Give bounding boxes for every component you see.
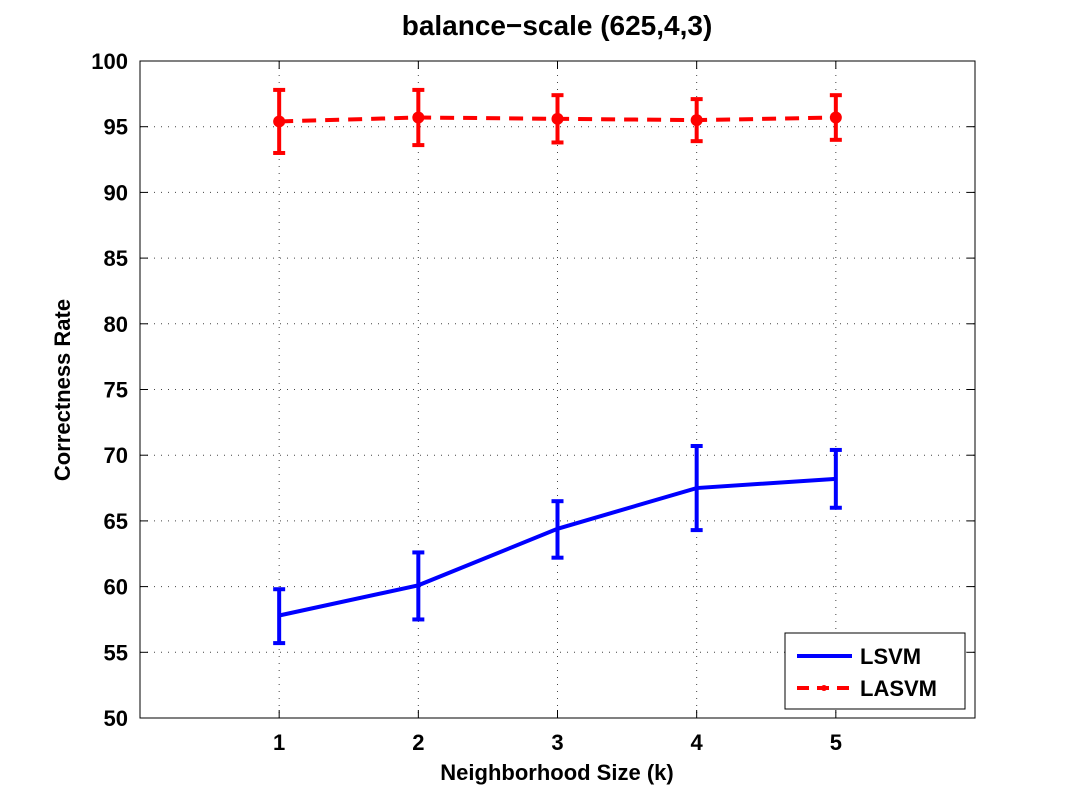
y-axis-label: Correctness Rate: [50, 299, 75, 481]
grid-lines: [140, 61, 975, 718]
x-tick-label: 3: [551, 730, 563, 755]
x-tick-label: 4: [691, 730, 704, 755]
data-point-lasvm: [273, 115, 286, 128]
y-tick-label: 60: [104, 575, 128, 600]
y-tick-label: 75: [104, 378, 128, 403]
y-tick-label: 80: [104, 312, 128, 337]
y-tick-label: 85: [104, 246, 128, 271]
legend: LSVM LASVM: [784, 632, 966, 710]
series-layer: [273, 87, 842, 646]
y-tick-label: 50: [104, 706, 128, 731]
legend-box: [784, 632, 966, 710]
y-tick-label: 100: [91, 49, 128, 74]
data-point-lasvm: [690, 114, 703, 127]
y-tick-label: 90: [104, 180, 128, 205]
y-tick-label: 70: [104, 443, 128, 468]
x-tick-label: 1: [273, 730, 285, 755]
y-axis: 50 55 60 65 70 75 80 85 90 95 100: [91, 49, 975, 731]
data-point-lasvm: [412, 111, 425, 124]
x-tick-label: 2: [412, 730, 424, 755]
chart-title: balance−scale (625,4,3): [402, 10, 713, 41]
legend-label-lasvm: LASVM: [860, 676, 937, 701]
x-axis-label: Neighborhood Size (k): [440, 760, 673, 785]
x-tick-label: 5: [830, 730, 842, 755]
data-point-lasvm: [551, 112, 564, 125]
legend-label-lsvm: LSVM: [860, 644, 921, 669]
series-lsvm: [273, 444, 842, 646]
data-point-lasvm: [829, 111, 842, 124]
y-tick-label: 95: [104, 115, 128, 140]
x-axis: 1 2 3 4 5: [273, 61, 842, 755]
series-lasvm: [273, 87, 842, 155]
legend-marker-lasvm: [821, 685, 827, 691]
y-tick-label: 65: [104, 509, 128, 534]
y-tick-label: 55: [104, 640, 128, 665]
